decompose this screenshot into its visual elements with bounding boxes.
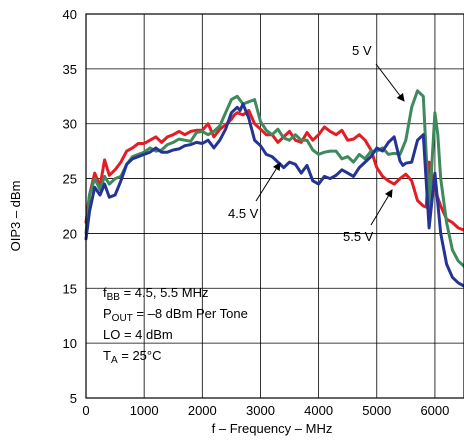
label-5v: 5 V [352, 43, 372, 58]
condition-ta: TA = 25°C [103, 348, 162, 366]
y-tick-label: 40 [63, 7, 77, 22]
annotations: 5 V 4.5 V 5.5 V [228, 43, 405, 244]
y-tick-label: 5 [70, 391, 77, 406]
x-tick-label: 4000 [304, 403, 333, 418]
label-5p5v: 5.5 V [343, 229, 374, 244]
y-axis-label: OIP3 – dBm [8, 181, 23, 252]
arrow-4p5v [255, 162, 281, 202]
x-tick-label: 6000 [420, 403, 449, 418]
series-line-5v [84, 89, 464, 268]
y-tick-label: 10 [63, 336, 77, 351]
x-tick-label: 5000 [362, 403, 391, 418]
y-tick-label: 30 [63, 117, 77, 132]
y-tick-labels: 5 10 15 20 25 30 35 40 [63, 7, 77, 406]
series-line-4p5v [84, 102, 464, 288]
y-tick-label: 20 [63, 226, 77, 241]
y-tick-label: 25 [63, 172, 77, 187]
condition-pout: POUT = –8 dBm Per Tone [103, 306, 248, 324]
label-4p5v: 4.5 V [228, 206, 259, 221]
grid [85, 13, 464, 399]
x-tick-label: 3000 [246, 403, 275, 418]
x-tick-label: 0 [82, 403, 89, 418]
x-tick-label: 1000 [130, 403, 159, 418]
y-tick-label: 35 [63, 62, 77, 77]
series-group [84, 89, 464, 288]
plot-frame [85, 13, 464, 399]
arrow-5v [375, 63, 405, 102]
test-conditions: fBB = 4.5, 5.5 MHz POUT = –8 dBm Per Ton… [103, 285, 248, 366]
x-tick-label: 2000 [188, 403, 217, 418]
y-tick-label: 15 [63, 281, 77, 296]
condition-lo: LO = 4 dBm [103, 327, 173, 342]
arrow-5p5v [370, 189, 393, 226]
x-tick-labels: 0 1000 2000 3000 4000 5000 6000 [82, 403, 449, 418]
x-axis-label: f – Frequency – MHz [212, 421, 333, 436]
condition-fbb: fBB = 4.5, 5.5 MHz [103, 285, 208, 303]
